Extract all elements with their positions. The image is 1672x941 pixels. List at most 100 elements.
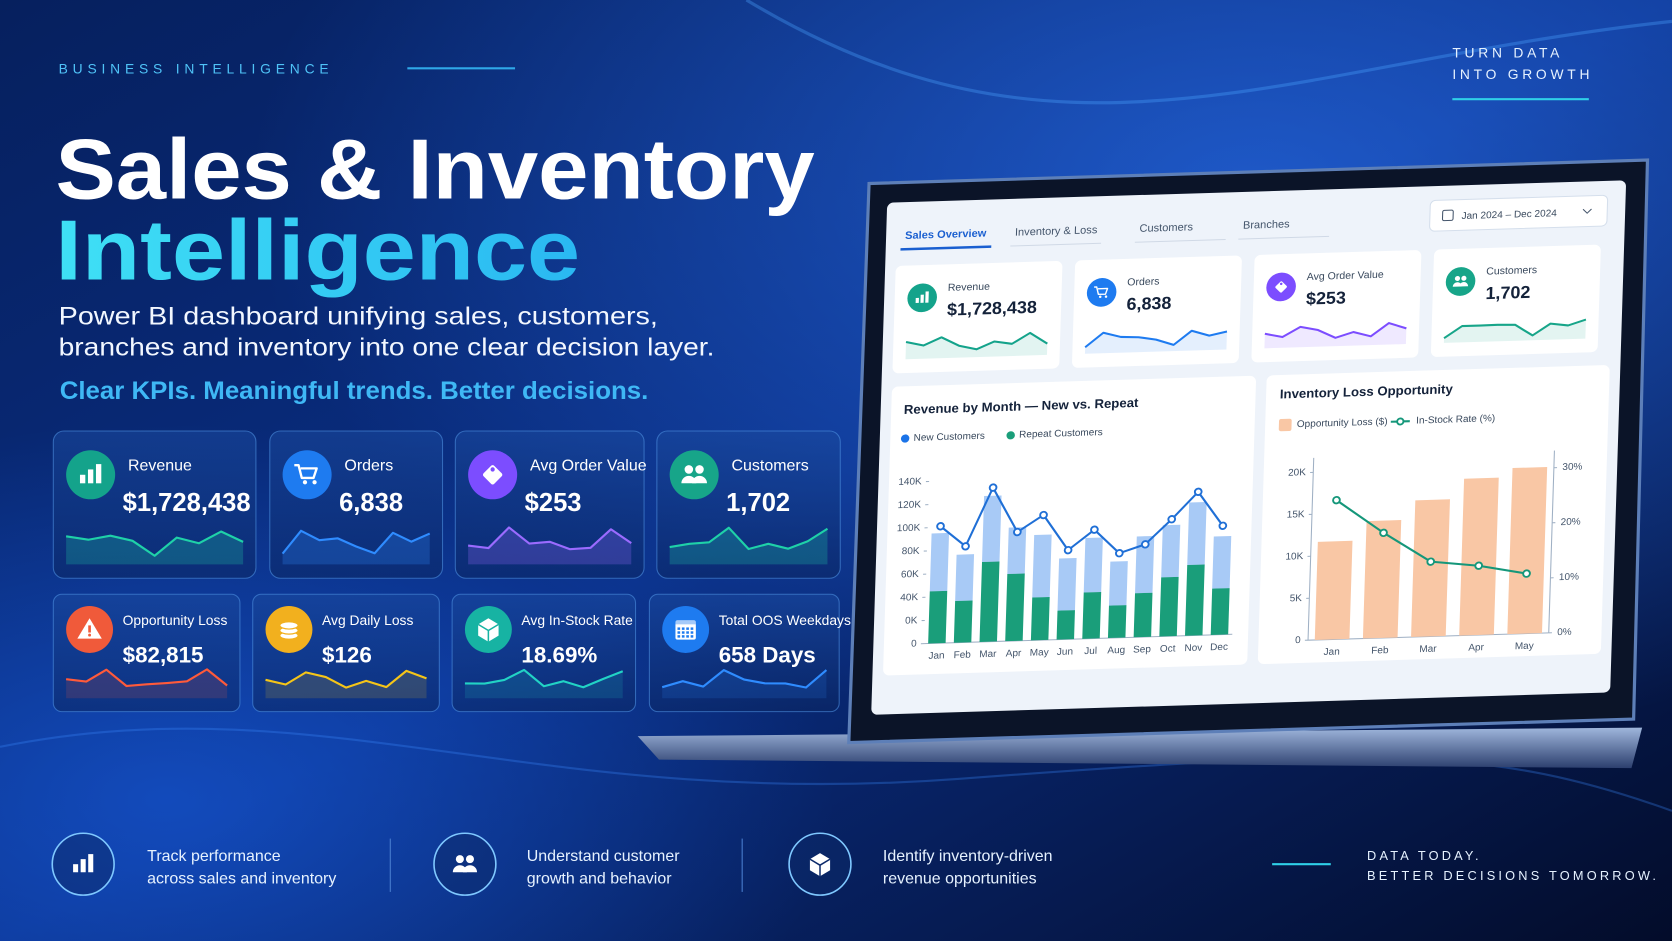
icon-glyph xyxy=(87,469,94,484)
tab[interactable]: Customers xyxy=(1139,221,1193,234)
bar xyxy=(1314,540,1353,640)
y-tick-label: 20K xyxy=(1288,467,1307,478)
icon-glyph xyxy=(88,854,94,873)
y-tick-label: 10K xyxy=(1285,551,1304,562)
kpi-label: Customers xyxy=(732,457,809,474)
bar xyxy=(1030,597,1050,641)
kpi-label: Avg In-Stock Rate xyxy=(521,612,633,628)
bar xyxy=(1411,499,1450,638)
tagline: TURN DATA xyxy=(1452,45,1563,61)
icon-glyph xyxy=(462,865,478,873)
features: Track performance across sales and invent… xyxy=(51,832,1053,896)
legend-label: In-Stock Rate (%) xyxy=(1416,413,1495,426)
kpi-value: $82,815 xyxy=(123,643,204,668)
bar xyxy=(1032,534,1052,598)
icon-glyph xyxy=(681,635,685,638)
axis-line xyxy=(1307,457,1315,641)
tagline: INTO GROWTH xyxy=(1452,66,1593,82)
eyebrow: BUSINESS INTELLIGENCE xyxy=(59,61,334,77)
feature-text: across sales and inventory xyxy=(147,870,336,887)
icon-glyph xyxy=(1459,282,1469,287)
sparkline xyxy=(661,669,828,689)
icon-glyph xyxy=(809,858,831,877)
bar xyxy=(1082,591,1102,639)
sparkline xyxy=(464,668,624,689)
icon-glyph xyxy=(677,631,681,634)
bar xyxy=(1210,588,1230,635)
bar xyxy=(979,561,1000,642)
icon-glyph xyxy=(88,625,91,633)
sparkline-area xyxy=(464,669,623,699)
bar xyxy=(1133,592,1153,638)
x-tick-label: Oct xyxy=(1160,643,1176,654)
card-frame xyxy=(1251,250,1422,363)
line-marker xyxy=(1039,510,1048,520)
date-picker[interactable] xyxy=(1429,194,1609,232)
tab[interactable]: Branches xyxy=(1243,218,1291,231)
bar xyxy=(1083,537,1103,593)
y-tick-label: 100K xyxy=(897,523,921,535)
x-tick-label: Sep xyxy=(1133,644,1152,655)
sparkline xyxy=(65,530,244,557)
icon-glyph xyxy=(1104,295,1108,298)
bar xyxy=(1057,557,1077,611)
kpi-card: Opportunity Loss $82,815 xyxy=(52,593,241,713)
icon-glyph xyxy=(675,620,696,640)
icon-glyph xyxy=(695,465,704,474)
sparkline-area xyxy=(1084,330,1227,354)
kpi-value: $1,728,438 xyxy=(947,297,1038,319)
icon-glyph xyxy=(681,627,685,630)
legend-label: Opportunity Loss ($) xyxy=(1297,417,1388,431)
kpi-label: Total OOS Weekdays xyxy=(719,612,851,628)
tab[interactable]: Inventory & Loss xyxy=(1015,224,1098,238)
icon-glyph xyxy=(686,631,689,634)
date-range[interactable]: Jan 2024 – Dec 2024 xyxy=(1461,208,1557,222)
icon-glyph xyxy=(88,633,91,637)
legend-swatch xyxy=(1396,417,1405,426)
sparkline-area xyxy=(265,670,427,699)
icon-glyph xyxy=(490,467,495,472)
icon-glyph xyxy=(1454,275,1461,281)
icon-glyph xyxy=(73,864,79,873)
x-tick-label: Aug xyxy=(1107,645,1125,656)
kpi-cards: Revenue $1,728,438 Orders 6,838 Avg Order Va… xyxy=(52,430,851,713)
x-tick-label: Feb xyxy=(1371,645,1389,656)
icon-glyph xyxy=(690,635,694,638)
sparkline xyxy=(1264,322,1407,339)
card-frame xyxy=(1072,255,1242,368)
y-tick-label: 80K xyxy=(902,546,921,557)
kpi-label: Revenue xyxy=(948,282,991,294)
x-tick-label: Jul xyxy=(1084,646,1097,657)
line-marker xyxy=(1193,487,1203,497)
line-marker xyxy=(988,483,998,492)
y2-tick-label: 10% xyxy=(1559,572,1580,583)
legend-swatch xyxy=(1278,418,1292,432)
kpi-label: Orders xyxy=(344,457,393,474)
line-marker xyxy=(961,542,970,551)
y-tick-label: 140K xyxy=(898,476,922,488)
tab-underline xyxy=(1010,242,1102,247)
title: Intelligence xyxy=(55,204,580,299)
y-tick-label: 0K xyxy=(905,615,918,626)
card-frame xyxy=(892,261,1063,374)
icon-glyph xyxy=(1275,281,1287,293)
bar xyxy=(1212,535,1232,589)
sparkline-area xyxy=(66,531,244,565)
x-tick-label: Apr xyxy=(1006,648,1023,659)
sparkline-area xyxy=(669,527,828,565)
kpi-card: Avg Order Value $253 xyxy=(454,430,647,579)
icon-glyph xyxy=(677,635,681,638)
sparkline xyxy=(281,529,431,555)
tab[interactable]: Sales Overview xyxy=(905,228,987,242)
sparkline xyxy=(669,526,829,551)
x-tick-label: Feb xyxy=(953,650,971,661)
kpi-label: Avg Daily Loss xyxy=(322,612,413,628)
bar xyxy=(1362,520,1402,639)
kpi-value: 18.69% xyxy=(521,643,597,668)
y2-tick-label: 20% xyxy=(1560,517,1581,528)
legend-label: Repeat Customers xyxy=(1019,427,1103,440)
y-tick-label: 5K xyxy=(1290,593,1303,604)
x-tick-label: Mar xyxy=(979,649,997,660)
icon-glyph xyxy=(681,631,685,634)
